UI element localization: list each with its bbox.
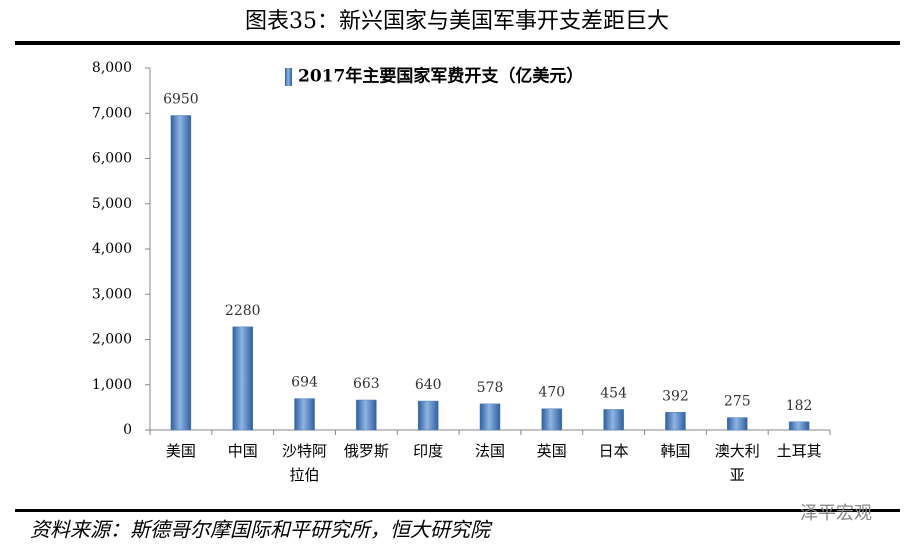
legend-swatch bbox=[285, 68, 292, 86]
x-tick-label: 土耳其 bbox=[777, 442, 822, 460]
x-tick-label: 法国 bbox=[475, 442, 505, 460]
bar bbox=[665, 412, 686, 431]
bar bbox=[541, 408, 563, 431]
y-tick-label: 7,000 bbox=[92, 105, 132, 121]
y-tick-label: 6,000 bbox=[92, 151, 132, 167]
x-tick-label: 美国 bbox=[166, 442, 196, 460]
y-tick-label: 4,000 bbox=[92, 241, 132, 257]
x-tick-label: 沙特阿拉伯 bbox=[282, 442, 327, 484]
bar bbox=[356, 399, 377, 431]
title-rule bbox=[15, 41, 900, 45]
watermark: 泽平宏观 bbox=[800, 503, 872, 524]
y-tick-label: 2,000 bbox=[92, 332, 132, 348]
x-tick-label: 英国 bbox=[537, 442, 567, 460]
y-tick-label: 8,000 bbox=[92, 60, 132, 76]
value-label: 578 bbox=[477, 380, 504, 396]
bar bbox=[788, 421, 810, 431]
page-title: 图表35：新兴国家与美国军事开支差距巨大 bbox=[245, 9, 669, 34]
bar bbox=[417, 400, 439, 431]
value-label: 454 bbox=[600, 385, 627, 401]
x-tick-label: 中国 bbox=[228, 442, 258, 460]
bar bbox=[232, 326, 253, 431]
x-tick-label: 印度 bbox=[413, 442, 443, 460]
value-label: 182 bbox=[786, 398, 813, 414]
value-label: 275 bbox=[724, 394, 751, 410]
value-label: 392 bbox=[662, 388, 689, 404]
bottom-rule bbox=[15, 509, 900, 512]
bar bbox=[603, 409, 624, 431]
x-tick-label: 日本 bbox=[599, 442, 629, 460]
x-tick-label: 韩国 bbox=[660, 442, 690, 460]
y-tick-label: 3,000 bbox=[92, 286, 132, 302]
value-label: 640 bbox=[415, 377, 442, 393]
bar bbox=[479, 403, 501, 431]
value-label: 663 bbox=[353, 376, 380, 392]
value-label: 6950 bbox=[163, 92, 199, 108]
bar bbox=[170, 115, 192, 431]
x-tick-label: 俄罗斯 bbox=[344, 442, 389, 460]
y-tick-label: 1,000 bbox=[92, 377, 132, 393]
legend-label: 2017年主要国家军费开支（亿美元） bbox=[298, 66, 583, 87]
y-tick-label: 0 bbox=[123, 422, 132, 438]
source: 资料来源：斯德哥尔摩国际和平研究所，恒大研究院 bbox=[30, 518, 493, 542]
x-tick-label: 澳大利亚 bbox=[715, 442, 760, 484]
y-tick-label: 5,000 bbox=[92, 196, 132, 212]
bar bbox=[294, 398, 315, 431]
bar bbox=[727, 417, 748, 431]
value-label: 2280 bbox=[225, 303, 261, 319]
value-label: 470 bbox=[538, 385, 565, 401]
value-label: 694 bbox=[291, 375, 318, 391]
